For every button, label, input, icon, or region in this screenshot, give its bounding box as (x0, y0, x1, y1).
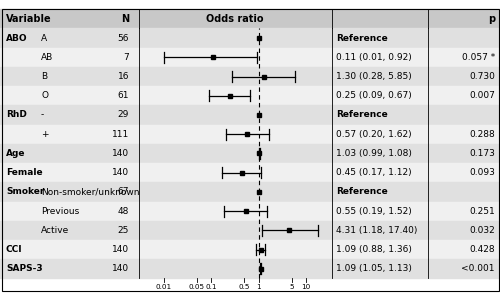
Text: SAPS-3: SAPS-3 (6, 264, 43, 273)
Bar (0, 105, 500, 125)
Text: Reference: Reference (336, 187, 388, 196)
Text: <0.001: <0.001 (462, 264, 495, 273)
Bar (0, 221, 500, 240)
Text: A: A (41, 34, 47, 43)
Text: 48: 48 (118, 207, 129, 216)
Bar (0, 182, 500, 202)
Text: 0.45 (0.17, 1.12): 0.45 (0.17, 1.12) (336, 168, 411, 177)
Bar (0, 144, 500, 163)
Bar (0, 240, 500, 259)
Text: 140: 140 (112, 245, 129, 254)
Text: RhD: RhD (6, 110, 27, 120)
Text: 1.09 (0.88, 1.36): 1.09 (0.88, 1.36) (336, 245, 412, 254)
Text: 111: 111 (112, 130, 129, 139)
Text: -: - (41, 110, 44, 120)
Text: 0.05: 0.05 (189, 284, 205, 290)
Bar (0, 28, 500, 48)
Text: 0.288: 0.288 (469, 130, 495, 139)
Text: 1.09 (1.05, 1.13): 1.09 (1.05, 1.13) (336, 264, 412, 273)
Text: 0.5: 0.5 (238, 284, 250, 290)
Bar (0, 9, 500, 28)
Text: 1.30 (0.28, 5.85): 1.30 (0.28, 5.85) (336, 72, 412, 81)
Text: 4.31 (1.18, 17.40): 4.31 (1.18, 17.40) (336, 226, 417, 235)
Text: 61: 61 (118, 91, 129, 100)
Text: +: + (41, 130, 48, 139)
Text: 0.55 (0.19, 1.52): 0.55 (0.19, 1.52) (336, 207, 412, 216)
Text: 0.730: 0.730 (469, 72, 495, 81)
Text: Previous: Previous (41, 207, 79, 216)
Text: 0.1: 0.1 (206, 284, 217, 290)
Text: 140: 140 (112, 168, 129, 177)
Text: Reference: Reference (336, 34, 388, 43)
Text: 29: 29 (118, 110, 129, 120)
Bar (0, 48, 500, 67)
Text: Female: Female (6, 168, 43, 177)
Text: 1.03 (0.99, 1.08): 1.03 (0.99, 1.08) (336, 149, 412, 158)
Text: CCI: CCI (6, 245, 22, 254)
Bar (0, 259, 500, 278)
Text: Active: Active (41, 226, 69, 235)
Text: Age: Age (6, 149, 25, 158)
Text: 0.251: 0.251 (469, 207, 495, 216)
Text: 67: 67 (118, 187, 129, 196)
Text: Reference: Reference (336, 110, 388, 120)
Text: AB: AB (41, 53, 53, 62)
Text: 140: 140 (112, 149, 129, 158)
Text: 5: 5 (290, 284, 294, 290)
Text: 1: 1 (256, 284, 261, 290)
Text: 0.57 (0.20, 1.62): 0.57 (0.20, 1.62) (336, 130, 411, 139)
Text: 7: 7 (123, 53, 129, 62)
Text: 0.01: 0.01 (156, 284, 172, 290)
Text: 0.093: 0.093 (469, 168, 495, 177)
Text: 10: 10 (302, 284, 311, 290)
Bar (0, 125, 500, 144)
Bar (0, 86, 500, 105)
Text: 0.057 *: 0.057 * (462, 53, 495, 62)
Text: N: N (121, 14, 129, 24)
Bar (0, 163, 500, 182)
Text: B: B (41, 72, 47, 81)
Text: ABO: ABO (6, 34, 28, 43)
Text: Non-smoker/unknown: Non-smoker/unknown (41, 187, 140, 196)
Text: p: p (488, 14, 495, 24)
Text: 0.173: 0.173 (469, 149, 495, 158)
Text: 0.25 (0.09, 0.67): 0.25 (0.09, 0.67) (336, 91, 412, 100)
Text: 56: 56 (118, 34, 129, 43)
Text: 0.428: 0.428 (470, 245, 495, 254)
Text: Variable: Variable (6, 14, 52, 24)
Text: 16: 16 (118, 72, 129, 81)
Bar (0, 67, 500, 86)
Text: O: O (41, 91, 48, 100)
Text: Smoker: Smoker (6, 187, 44, 196)
Text: 0.007: 0.007 (469, 91, 495, 100)
Text: 25: 25 (118, 226, 129, 235)
Text: 0.032: 0.032 (469, 226, 495, 235)
Text: Odds ratio: Odds ratio (206, 14, 264, 24)
Text: 140: 140 (112, 264, 129, 273)
Bar (0, 202, 500, 221)
Text: 0.11 (0.01, 0.92): 0.11 (0.01, 0.92) (336, 53, 412, 62)
